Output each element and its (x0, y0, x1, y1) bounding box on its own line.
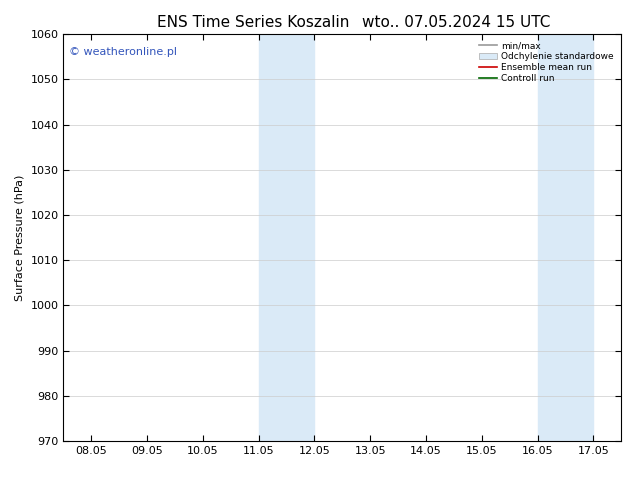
Text: wto.. 07.05.2024 15 UTC: wto.. 07.05.2024 15 UTC (362, 15, 551, 30)
Text: © weatheronline.pl: © weatheronline.pl (69, 47, 177, 56)
Legend: min/max, Odchylenie standardowe, Ensemble mean run, Controll run: min/max, Odchylenie standardowe, Ensembl… (476, 39, 617, 86)
Bar (538, 34, 593, 441)
Bar (259, 34, 314, 441)
Text: ENS Time Series Koszalin: ENS Time Series Koszalin (157, 15, 350, 30)
Y-axis label: Surface Pressure (hPa): Surface Pressure (hPa) (15, 174, 25, 301)
